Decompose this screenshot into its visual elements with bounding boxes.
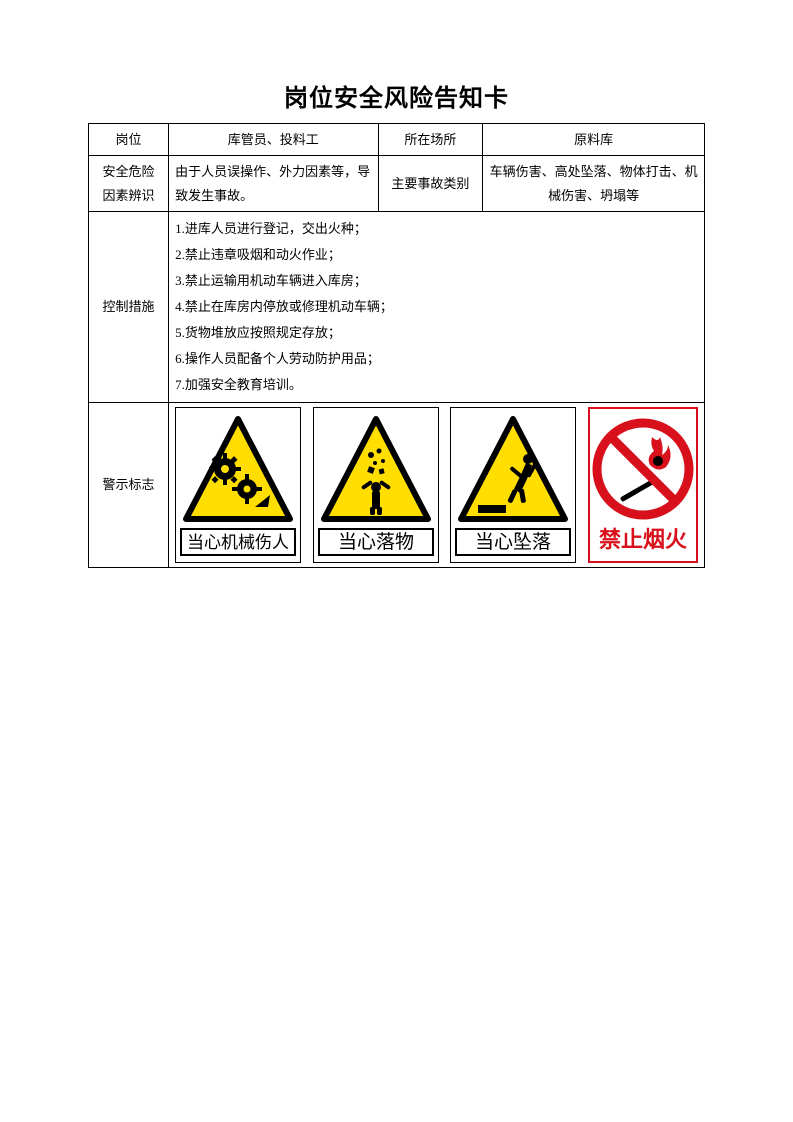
signs-label: 警示标志 <box>89 403 169 568</box>
risk-card-table: 岗位 库管员、投料工 所在场所 原料库 安全危险 因素辨识 由于人员误操作、外力… <box>88 123 705 568</box>
measure-item: 6.操作人员配备个人劳动防护用品； <box>175 346 698 372</box>
prohibit-no-fire-icon: 禁止烟火 <box>588 407 698 563</box>
warning-falling-object-icon: 当心落物 <box>313 407 439 563</box>
measures-cell: 1.进库人员进行登记，交出火种； 2.禁止违章吸烟和动火作业； 3.禁止运输用机… <box>169 212 705 403</box>
hazard-label: 安全危险 因素辨识 <box>89 156 169 212</box>
position-value: 库管员、投料工 <box>169 124 378 156</box>
signs-cell: 当心机械伤人 <box>169 403 705 568</box>
measure-item: 1.进库人员进行登记，交出火种； <box>175 216 698 242</box>
position-label: 岗位 <box>89 124 169 156</box>
location-value: 原料库 <box>483 124 705 156</box>
hazard-label-line2: 因素辨识 <box>95 184 162 207</box>
table-row: 警示标志 <box>89 403 705 568</box>
warning-sign-falling-person: 当心坠落 <box>450 407 576 563</box>
svg-text:当心落物: 当心落物 <box>338 531 414 553</box>
accident-value: 车辆伤害、高处坠落、物体打击、机械伤害、坍塌等 <box>483 156 705 212</box>
svg-text:当心坠落: 当心坠落 <box>475 531 551 553</box>
hazard-label-line1: 安全危险 <box>95 160 162 183</box>
warning-falling-person-icon: 当心坠落 <box>450 407 576 563</box>
table-row: 安全危险 因素辨识 由于人员误操作、外力因素等，导致发生事故。 主要事故类别 车… <box>89 156 705 212</box>
measure-item: 2.禁止违章吸烟和动火作业； <box>175 242 698 268</box>
table-row: 控制措施 1.进库人员进行登记，交出火种； 2.禁止违章吸烟和动火作业； 3.禁… <box>89 212 705 403</box>
svg-text:禁止烟火: 禁止烟火 <box>599 527 687 552</box>
table-row: 岗位 库管员、投料工 所在场所 原料库 <box>89 124 705 156</box>
warning-mechanical-icon: 当心机械伤人 <box>175 407 301 563</box>
measure-item: 7.加强安全教育培训。 <box>175 372 698 398</box>
warning-sign-mechanical: 当心机械伤人 <box>175 407 301 563</box>
measures-label: 控制措施 <box>89 212 169 403</box>
measure-item: 5.货物堆放应按照规定存放； <box>175 320 698 346</box>
location-label: 所在场所 <box>378 124 483 156</box>
warning-sign-falling-object: 当心落物 <box>313 407 439 563</box>
accident-label: 主要事故类别 <box>378 156 483 212</box>
svg-text:当心机械伤人: 当心机械伤人 <box>187 533 289 552</box>
measure-item: 3.禁止运输用机动车辆进入库房； <box>175 268 698 294</box>
prohibit-sign-no-fire: 禁止烟火 <box>588 407 698 563</box>
measure-item: 4.禁止在库房内停放或修理机动车辆； <box>175 294 698 320</box>
page-title: 岗位安全风险告知卡 <box>88 78 705 113</box>
hazard-value: 由于人员误操作、外力因素等，导致发生事故。 <box>169 156 378 212</box>
